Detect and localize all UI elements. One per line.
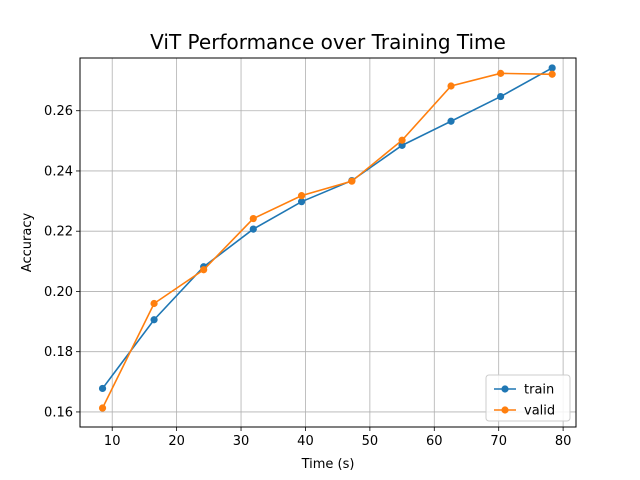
x-tick-label: 10 (104, 434, 121, 449)
x-axis-label: Time (s) (301, 457, 355, 472)
data-point-valid (249, 214, 257, 223)
data-point-train (548, 64, 556, 72)
x-tick-label: 70 (490, 434, 507, 449)
y-axis-label: Accuracy (20, 213, 35, 273)
legend-label-train: train (524, 383, 554, 398)
x-tick-label: 50 (362, 434, 379, 449)
data-point-valid (348, 177, 356, 185)
y-tick-label: 0.16 (44, 405, 73, 420)
data-point-train (497, 92, 505, 101)
y-tick-label: 0.24 (44, 164, 73, 179)
data-point-valid (98, 404, 107, 412)
data-point-valid (398, 136, 406, 144)
y-tick-label: 0.20 (44, 285, 73, 300)
series-line-valid (101, 72, 553, 409)
data-point-train (297, 198, 306, 206)
legend-marker-train (501, 385, 509, 393)
axis-ticks: 10 20 30 40 50 60 70 80 0.16 0.18 0.20 0.22 0.24 0.26 (44, 104, 571, 449)
y-tick-label: 0.22 (44, 225, 73, 240)
data-point-valid (297, 192, 306, 200)
data-point-valid (548, 70, 556, 78)
data-point-valid (200, 266, 208, 274)
grid-lines (80, 58, 576, 427)
data-point-train (249, 225, 257, 233)
x-tick-label: 20 (168, 434, 185, 449)
chart-title: ViT Performance over Training Time (150, 30, 506, 54)
data-point-valid (447, 82, 455, 90)
x-tick-label: 60 (426, 434, 443, 449)
plot-frame (79, 57, 577, 428)
data-point-train (150, 316, 158, 324)
data-point-train (447, 117, 455, 125)
data-point-valid (497, 69, 505, 77)
legend-label-valid: valid (524, 404, 555, 419)
y-tick-label: 0.18 (44, 345, 73, 360)
data-point-train (98, 384, 107, 393)
x-tick-label: 40 (297, 434, 314, 449)
x-tick-label: 30 (233, 434, 250, 449)
data-point-train (398, 141, 406, 149)
series-layer (98, 64, 556, 412)
x-tick-label: 80 (555, 434, 572, 449)
legend: train valid (485, 374, 571, 422)
y-tick-label: 0.26 (44, 104, 73, 119)
data-point-valid (150, 299, 158, 308)
legend-marker-valid (501, 406, 509, 414)
series-line-train (101, 67, 553, 389)
